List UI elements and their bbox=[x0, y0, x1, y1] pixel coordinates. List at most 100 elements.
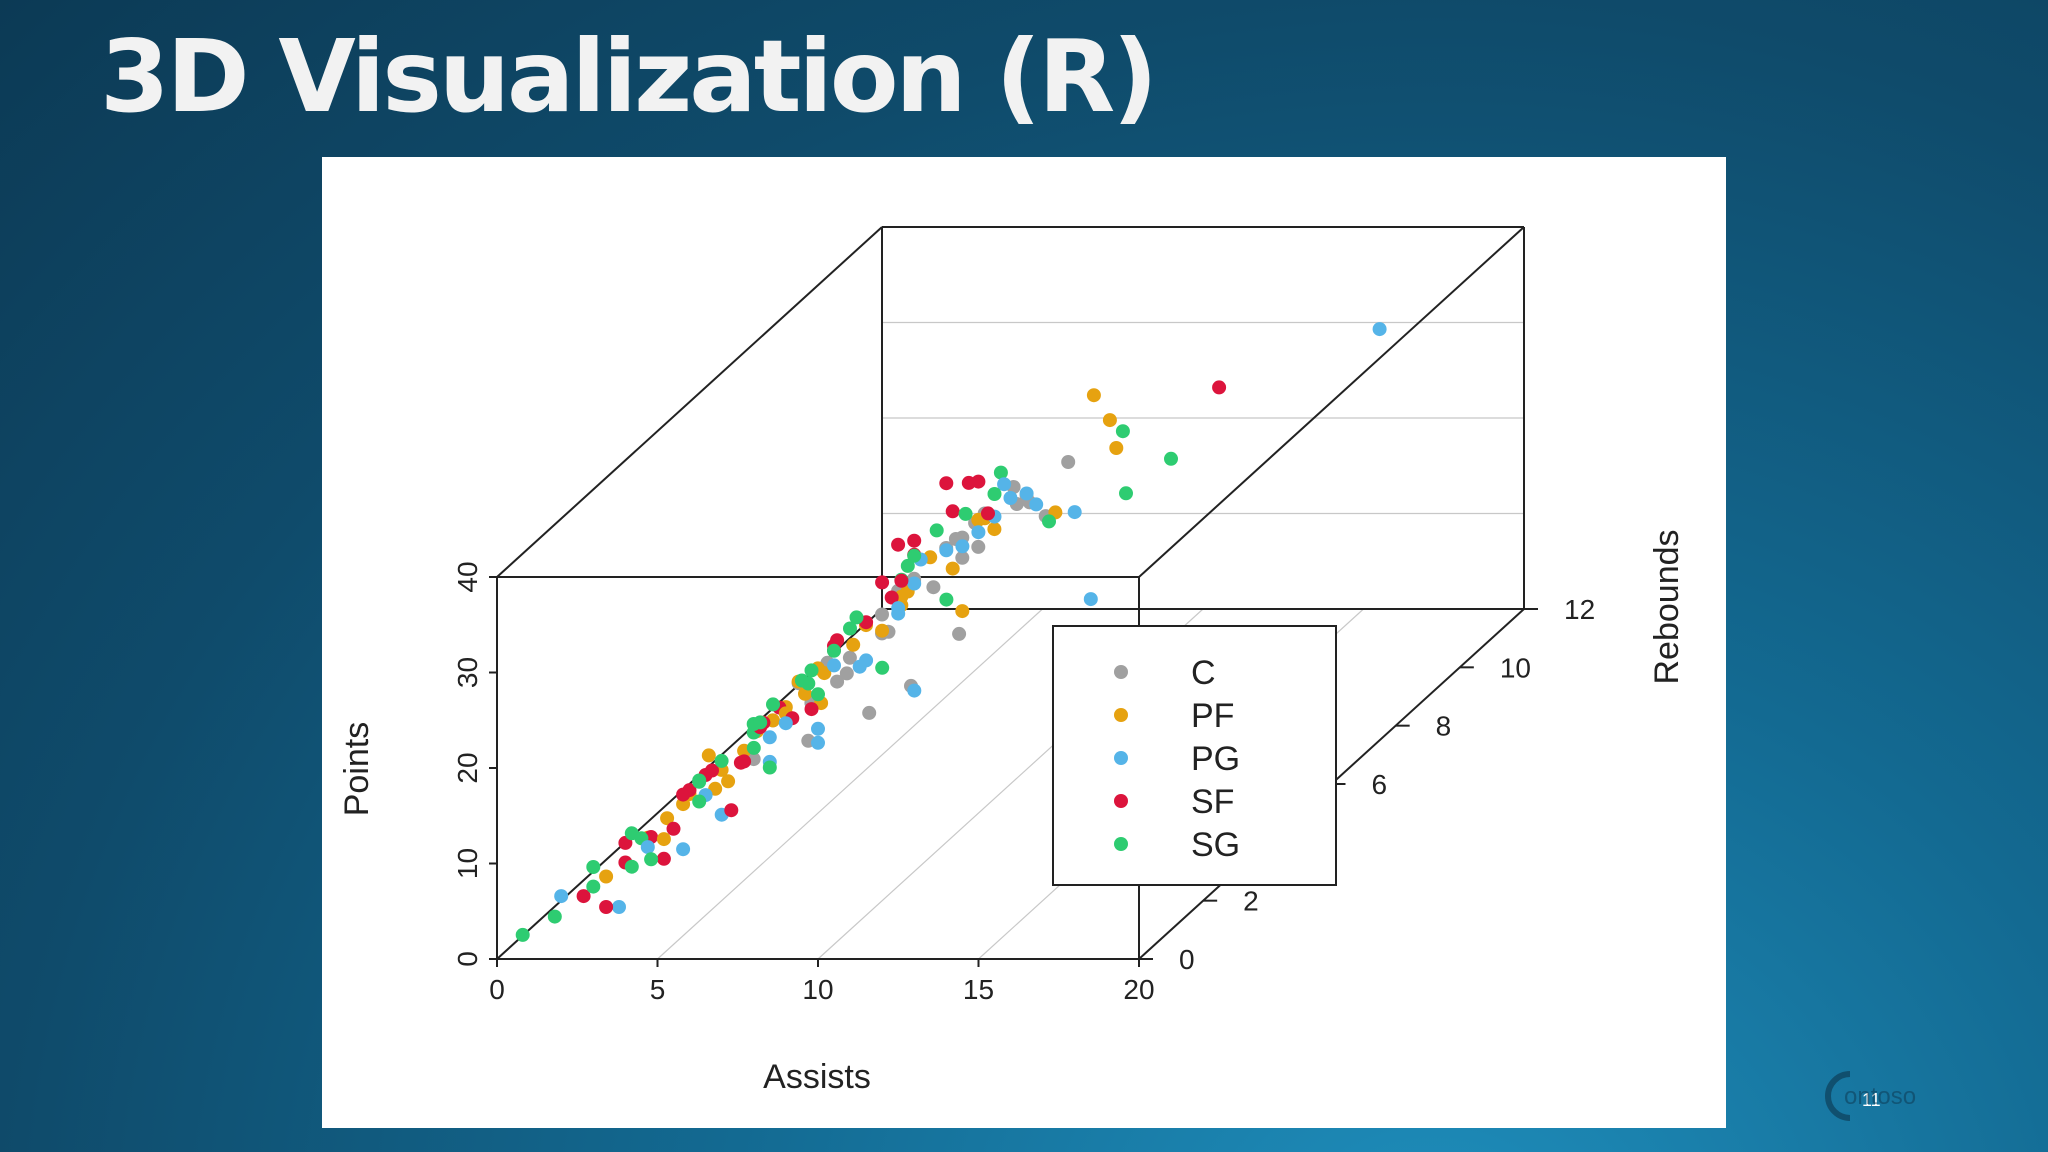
tick-labels: 0 5 10 15 20 0 10 20 30 40 0 2 6 8 10 12 bbox=[452, 561, 1595, 1005]
x-tick-label: 10 bbox=[802, 974, 833, 1005]
data-point-c bbox=[842, 650, 857, 665]
data-point-pg bbox=[778, 716, 793, 731]
legend-label-pg: PG bbox=[1191, 740, 1240, 778]
data-point-pg bbox=[1372, 322, 1387, 337]
data-point-pg bbox=[827, 658, 841, 673]
data-point-pf bbox=[875, 623, 890, 638]
data-point-sg bbox=[958, 506, 973, 521]
x-axis-label: Assists bbox=[763, 1058, 871, 1096]
scatter-3d-chart: 0 5 10 15 20 0 10 20 30 40 0 2 6 8 10 12 Assists Points… bbox=[338, 226, 1686, 1096]
data-point-sf bbox=[705, 763, 719, 778]
legend-marker-sf bbox=[1114, 794, 1128, 808]
data-point-sg bbox=[907, 548, 922, 563]
data-point-sg bbox=[794, 673, 809, 688]
data-point-sg bbox=[993, 465, 1008, 480]
data-point-sf bbox=[907, 533, 922, 548]
data-point-sf bbox=[894, 573, 909, 588]
data-point-sg bbox=[762, 760, 777, 775]
data-point-sf bbox=[939, 476, 954, 491]
data-point-sf bbox=[599, 900, 614, 914]
data-point-pf bbox=[1086, 388, 1101, 403]
data-point-pg bbox=[939, 543, 954, 558]
data-point-pg bbox=[1083, 592, 1098, 607]
legend-marker-pf bbox=[1114, 708, 1128, 722]
chart-panel: 0 5 10 15 20 0 10 20 30 40 0 2 6 8 10 12 Assists Points… bbox=[322, 157, 1726, 1128]
data-point-pf bbox=[599, 869, 614, 884]
data-point-sg bbox=[987, 487, 1002, 501]
data-point-sg bbox=[753, 715, 768, 730]
z-tick-label: 40 bbox=[452, 561, 483, 592]
svg-text:ontoso: ontoso bbox=[1844, 1083, 1916, 1110]
data-point-pf bbox=[846, 637, 861, 652]
data-point-sf bbox=[666, 821, 681, 836]
axis-box-edge bbox=[1138, 226, 1525, 578]
legend-marker-sg bbox=[1114, 837, 1128, 851]
z-axis-label: Points bbox=[338, 722, 376, 817]
data-point-pg bbox=[554, 889, 569, 904]
data-point-sg bbox=[515, 927, 530, 942]
data-point-pg bbox=[955, 539, 970, 554]
data-point-c bbox=[1061, 455, 1076, 469]
data-point-pf bbox=[701, 748, 716, 763]
data-point-sg bbox=[827, 643, 841, 658]
data-point-sf bbox=[961, 475, 976, 490]
data-point-pg bbox=[1019, 486, 1034, 501]
data-point-sg bbox=[900, 558, 915, 573]
data-point-pf bbox=[945, 561, 960, 576]
y-tick-label: 2 bbox=[1243, 886, 1259, 917]
data-point-sg bbox=[746, 740, 761, 755]
y-tick-label: 10 bbox=[1500, 652, 1531, 683]
data-point-sg bbox=[849, 610, 864, 625]
data-point-c bbox=[952, 626, 967, 641]
data-point-sg bbox=[843, 621, 857, 636]
x-tick-label: 5 bbox=[650, 974, 666, 1005]
y-tick-label: 6 bbox=[1372, 769, 1388, 800]
data-point-sg bbox=[875, 660, 890, 675]
data-point-sf bbox=[891, 537, 906, 552]
data-point-pg bbox=[907, 576, 922, 591]
data-point-sg bbox=[644, 852, 659, 867]
legend-marker-pg bbox=[1114, 751, 1128, 765]
data-point-pg bbox=[612, 900, 626, 914]
data-point-sg bbox=[624, 859, 639, 874]
data-point-pg bbox=[891, 606, 906, 621]
legend-label-pf: PF bbox=[1191, 697, 1234, 735]
z-tick-label: 0 bbox=[452, 951, 483, 967]
data-point-sg bbox=[804, 663, 819, 678]
x-tick-label: 15 bbox=[963, 974, 994, 1005]
data-point-c bbox=[955, 550, 970, 565]
data-point-sg bbox=[1115, 424, 1130, 439]
data-point-pg bbox=[811, 721, 825, 736]
x-tick-label: 20 bbox=[1123, 974, 1154, 1005]
data-point-sf bbox=[733, 755, 748, 770]
data-point-sg bbox=[692, 794, 707, 809]
data-point-sg bbox=[714, 753, 729, 768]
data-point-sg bbox=[1164, 451, 1178, 466]
data-point-c bbox=[875, 607, 889, 622]
data-point-sf bbox=[884, 590, 899, 605]
data-point-sf bbox=[724, 803, 739, 818]
data-point-pf bbox=[1102, 413, 1117, 428]
axis-labels: Assists Points Rebounds bbox=[338, 529, 1686, 1096]
axis-box-edge bbox=[496, 226, 883, 578]
data-point-c bbox=[830, 674, 845, 689]
data-point-pg bbox=[811, 735, 825, 750]
data-point-sg bbox=[929, 523, 944, 538]
y-tick-label: 12 bbox=[1564, 594, 1595, 625]
legend-label-sg: SG bbox=[1191, 826, 1240, 864]
data-points bbox=[515, 322, 1387, 942]
data-point-sg bbox=[811, 687, 825, 702]
data-point-sg bbox=[1119, 486, 1133, 501]
data-point-pf bbox=[721, 774, 736, 789]
data-point-pg bbox=[1003, 491, 1018, 505]
z-tick-label: 30 bbox=[452, 657, 483, 688]
data-point-pg bbox=[676, 842, 691, 857]
data-point-pf bbox=[817, 666, 832, 681]
data-point-pg bbox=[907, 683, 922, 698]
z-tick-label: 10 bbox=[452, 848, 483, 879]
legend-marker-c bbox=[1114, 665, 1128, 679]
y-tick-label: 0 bbox=[1179, 944, 1195, 975]
data-point-sf bbox=[656, 851, 671, 866]
data-point-pg bbox=[640, 840, 655, 855]
data-point-sg bbox=[766, 697, 780, 712]
